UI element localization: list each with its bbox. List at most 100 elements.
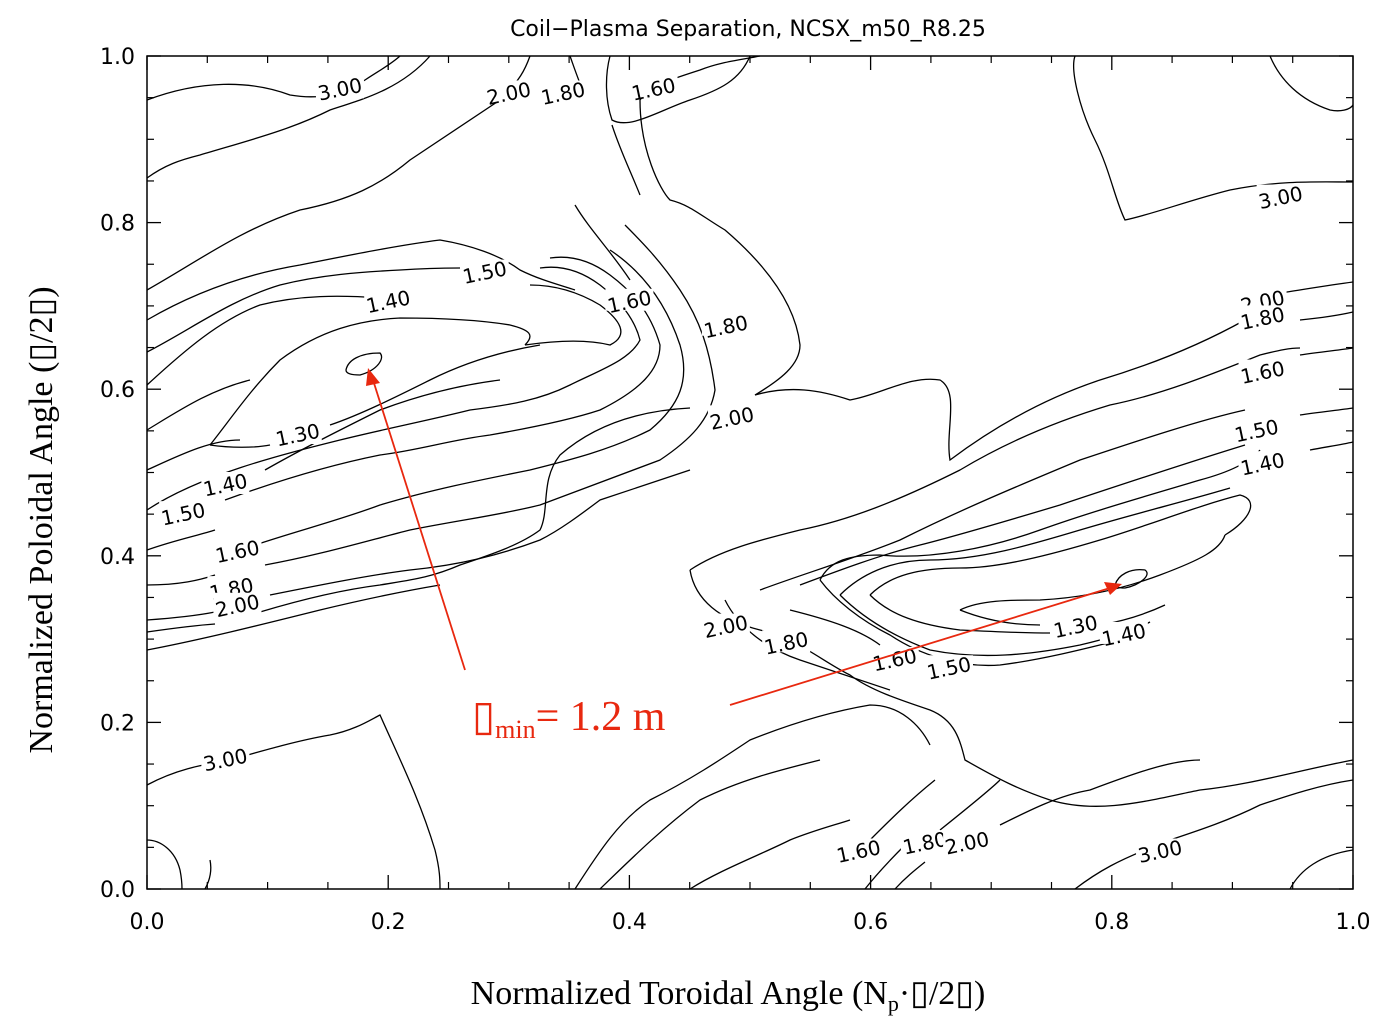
contour-line (789, 609, 881, 646)
contour-line (639, 55, 801, 396)
contour-line (146, 379, 251, 431)
contour-line (146, 623, 216, 633)
y-tick-label: 0.8 (100, 212, 135, 237)
contour-line (689, 819, 851, 890)
contour-line (959, 534, 1226, 611)
contour-label-bg (1238, 451, 1287, 474)
contour-line (524, 284, 622, 346)
contour-label-bg (1136, 838, 1185, 861)
contour-line (611, 124, 641, 196)
x-tick-label: 0.6 (853, 910, 888, 935)
contour-line (269, 469, 691, 596)
contour-line (146, 55, 401, 101)
contour-line (1269, 55, 1354, 112)
y-tick-label: 0.2 (100, 711, 135, 736)
y-tick-label: 0.0 (100, 878, 135, 903)
contour-line (894, 861, 926, 890)
contour-line (204, 859, 212, 890)
x-tick-label: 0.8 (1094, 910, 1129, 935)
contour-label-bg (213, 538, 262, 561)
contour-line (605, 55, 751, 124)
contour-line (146, 529, 216, 551)
contour-line (939, 779, 1001, 831)
contour-line (1073, 55, 1354, 221)
contour-line (1289, 849, 1354, 890)
contour-label-bg (207, 576, 256, 599)
contour-line (254, 249, 685, 546)
contour-label-bg (701, 613, 750, 636)
contour-line (259, 407, 691, 613)
contour-label-bg (1238, 305, 1287, 328)
contour-label-bg (629, 76, 678, 99)
contour-line (329, 344, 541, 426)
contour-label-bg (924, 655, 973, 678)
contour-labels: 3.00 2.00 1.80 1.603.001.501.40 1.601.802.00… (159, 73, 1305, 868)
contour-label-bg (460, 259, 509, 282)
contour-label-bg (707, 405, 756, 428)
contour-line (689, 347, 1301, 571)
contour-line (689, 569, 1354, 807)
contour-label-bg (201, 746, 250, 769)
contour-label-bg (1051, 613, 1100, 636)
contour-label-bg (900, 830, 949, 853)
chart-title: Coil−Plasma Separation, NCSX_m50_R8.25 (510, 17, 986, 42)
contour-line (146, 295, 381, 386)
contour-label-bg (159, 501, 208, 524)
contour-line (146, 439, 241, 471)
annotation-subscript: min (495, 715, 535, 744)
x-tick-label: 0.0 (130, 910, 165, 935)
contour-label-bg (484, 80, 533, 103)
contour-label-bg (201, 471, 250, 494)
y-axis-label: Normalized Poloidal Angle (▯/2▯) (23, 286, 60, 753)
contour-line (264, 224, 716, 566)
contour-label-bg (1232, 417, 1281, 440)
contour-line (999, 759, 1201, 826)
contour-line (146, 584, 441, 651)
axis-ticks: 0.0 0.2 0.4 0.6 0.8 1.0 0.0 0.2 0.4 0.6 0.8 1.0 (100, 45, 1371, 935)
contour-label-bg (273, 422, 322, 445)
x-tick-label: 1.0 (1336, 910, 1371, 935)
contour-label-bg (213, 592, 262, 615)
contour-label-bg (605, 288, 654, 311)
contour-line (869, 594, 1051, 634)
contour-label-bg (1256, 184, 1305, 207)
contour-line (869, 779, 936, 841)
contour-line (869, 494, 1252, 596)
contour-line (839, 487, 1231, 596)
annotation-arrows (366, 368, 1122, 706)
plot-frame (146, 55, 1354, 890)
y-tick-label: 1.0 (100, 45, 135, 70)
x-axis-label: Normalized Toroidal Angle (Np·▯/2▯) (471, 975, 986, 1016)
contour-line (209, 444, 271, 448)
contour-label-bg (834, 838, 883, 861)
contour-label-bg (1238, 359, 1287, 382)
arrow-to-min-right (729, 587, 1111, 706)
contour-line (1299, 347, 1354, 356)
contour-label-bg (315, 76, 364, 99)
contour-label-bg (1099, 621, 1148, 644)
minimum-marker (345, 352, 383, 376)
y-tick-label: 0.4 (100, 545, 135, 570)
contour-line (759, 409, 1246, 591)
contour-line (599, 759, 821, 890)
contour-lines (146, 55, 1354, 890)
arrowhead-left (366, 368, 380, 386)
contour-line (574, 704, 931, 890)
contour-line (146, 239, 576, 321)
contour-label-bg (943, 830, 992, 853)
y-tick-label: 0.6 (100, 378, 135, 403)
contour-line (146, 611, 216, 621)
contour-label-bg (1238, 288, 1287, 311)
arrow-to-min-left (372, 379, 466, 671)
arrowhead-right (1104, 582, 1122, 595)
contour-line (754, 292, 1281, 462)
contour-label-bg (539, 80, 588, 103)
contour-line (146, 714, 441, 890)
contour-line (1309, 441, 1354, 451)
contour-line (209, 317, 531, 446)
contour-line (1299, 407, 1354, 416)
contour-label-bg (701, 313, 750, 336)
x-tick-label: 0.4 (612, 910, 647, 935)
contour-line (146, 574, 216, 586)
